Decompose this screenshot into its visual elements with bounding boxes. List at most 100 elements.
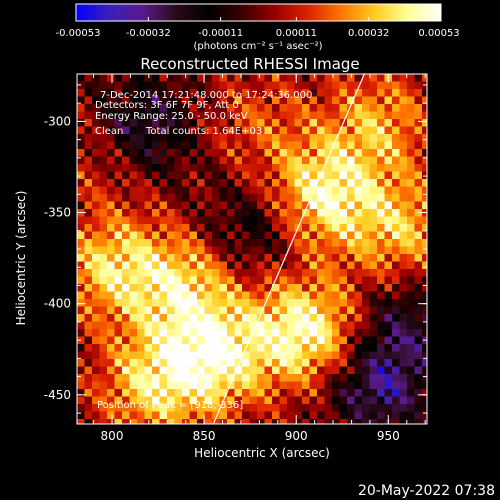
heatmap-cell	[317, 194, 326, 203]
heatmap-cell	[152, 224, 161, 233]
heatmap-cell	[384, 254, 393, 263]
heatmap-cell	[122, 336, 131, 345]
heatmap-cell	[317, 89, 326, 98]
heatmap-cell	[234, 314, 243, 323]
heatmap-cell	[137, 359, 146, 368]
heatmap-cell	[137, 404, 146, 413]
heatmap-cell	[144, 299, 153, 308]
heatmap-cell	[227, 306, 236, 315]
heatmap-cell	[399, 164, 408, 173]
heatmap-cell	[159, 381, 168, 390]
heatmap-cell	[197, 164, 206, 173]
heatmap-cell	[107, 134, 116, 143]
heatmap-cell	[242, 194, 251, 203]
heatmap-cell	[249, 201, 258, 210]
heatmap-cell	[122, 419, 131, 424]
heatmap-cell	[279, 299, 288, 308]
heatmap-cell	[122, 276, 131, 285]
heatmap-cell	[204, 134, 213, 143]
heatmap-cell	[369, 374, 378, 383]
heatmap-cell	[107, 104, 116, 113]
annotation-counts: Total counts: 1.64E+03	[145, 126, 262, 137]
heatmap-cell	[279, 374, 288, 383]
heatmap-cell	[114, 149, 123, 158]
heatmap-cell	[384, 246, 393, 255]
heatmap-cell	[204, 329, 213, 338]
heatmap-cell	[414, 246, 423, 255]
heatmap-cell	[189, 119, 198, 128]
heatmap-cell	[294, 284, 303, 293]
heatmap-cell	[317, 366, 326, 375]
heatmap-cell	[339, 419, 348, 424]
heatmap-cell	[152, 306, 161, 315]
heatmap-cell	[392, 171, 401, 180]
heatmap-cell	[302, 404, 311, 413]
heatmap-cell	[99, 194, 108, 203]
heatmap-cell	[167, 351, 176, 360]
heatmap-cell	[182, 411, 191, 420]
heatmap-cell	[384, 291, 393, 300]
heatmap-cell	[99, 419, 108, 424]
heatmap-cell	[257, 366, 266, 375]
heatmap-cell	[174, 329, 183, 338]
heatmap-cell	[302, 141, 311, 150]
heatmap-cell	[114, 336, 123, 345]
heatmap-cell	[369, 306, 378, 315]
heatmap-cell	[287, 164, 296, 173]
heatmap-cell	[129, 374, 138, 383]
heatmap-cell	[302, 411, 311, 420]
heatmap-cell	[242, 104, 251, 113]
heatmap-cell	[197, 336, 206, 345]
heatmap-cell	[354, 404, 363, 413]
heatmap-cell	[384, 149, 393, 158]
heatmap-cell	[144, 239, 153, 248]
heatmap-cell	[309, 411, 318, 420]
y-axis-label: Heliocentric Y (arcsec)	[14, 191, 28, 326]
heatmap-cell	[242, 149, 251, 158]
heatmap-cell	[227, 179, 236, 188]
heatmap-cell	[167, 276, 176, 285]
heatmap-cell	[144, 141, 153, 150]
heatmap-cell	[332, 366, 341, 375]
heatmap-cell	[129, 276, 138, 285]
heatmap-cell	[107, 396, 116, 405]
heatmap-cell	[339, 404, 348, 413]
heatmap-cell	[399, 186, 408, 195]
heatmap-cell	[204, 359, 213, 368]
heatmap-cell	[399, 396, 408, 405]
heatmap-cell	[339, 149, 348, 158]
heatmap-cell	[167, 119, 176, 128]
heatmap-cell	[384, 224, 393, 233]
heatmap-cell	[362, 179, 371, 188]
heatmap-cell	[249, 284, 258, 293]
heatmap-cell	[414, 344, 423, 353]
heatmap-cell	[219, 96, 228, 105]
heatmap-cell	[137, 156, 146, 165]
heatmap-cell	[422, 186, 427, 195]
heatmap-cell	[197, 389, 206, 398]
heatmap-cell	[324, 74, 333, 83]
heatmap-cell	[92, 366, 101, 375]
heatmap-cell	[257, 119, 266, 128]
heatmap-cell	[77, 141, 86, 150]
heatmap-cell	[392, 201, 401, 210]
heatmap-cell	[272, 344, 281, 353]
heatmap-cell	[369, 366, 378, 375]
heatmap-cell	[294, 366, 303, 375]
heatmap-cell	[204, 306, 213, 315]
heatmap-cell	[77, 126, 86, 135]
heatmap-cell	[212, 254, 221, 263]
heatmap-cell	[414, 359, 423, 368]
heatmap-cell	[189, 321, 198, 330]
heatmap-cell	[182, 186, 191, 195]
heatmap-cell	[384, 336, 393, 345]
heatmap-cell	[227, 216, 236, 225]
heatmap-cell	[122, 126, 131, 135]
heatmap-cell	[392, 96, 401, 105]
heatmap-cell	[159, 276, 168, 285]
heatmap-cell	[257, 276, 266, 285]
heatmap-cell	[272, 411, 281, 420]
heatmap-cell	[204, 374, 213, 383]
heatmap-cell	[182, 239, 191, 248]
heatmap-cell	[189, 404, 198, 413]
